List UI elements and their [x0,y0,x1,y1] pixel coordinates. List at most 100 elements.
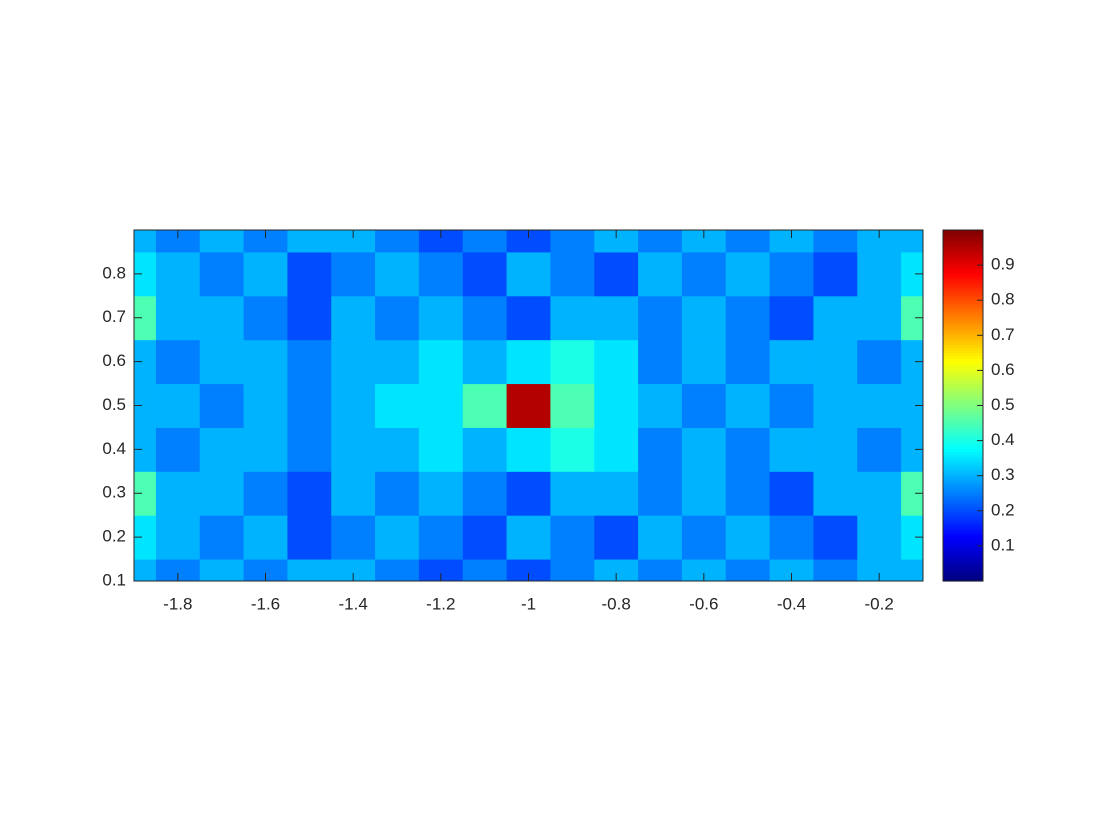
heatmap-cell [287,471,332,516]
colorbar-segment [943,271,983,275]
heatmap-cell [857,515,902,560]
heatmap-cell [769,515,814,560]
heatmap-cell [418,230,464,253]
heatmap-cell [331,471,376,516]
colorbar-segment [943,402,983,407]
heatmap-cell [331,383,376,428]
heatmap-cell [134,383,157,428]
colorbar-segment [943,517,983,522]
colorbar-segment [943,578,983,582]
colorbar-segment [943,251,983,256]
heatmap-cell [155,295,201,341]
heatmap-cell [134,295,157,341]
heatmap-cell [243,230,288,253]
colorbar-segment [943,410,983,415]
colorbar-segment [943,334,983,338]
colorbar-segment [943,246,983,250]
colorbar-segment [943,391,983,396]
colorbar-segment [943,559,983,563]
colorbar-tick-label: 0.6 [991,360,1015,379]
x-tick-label: -1.6 [251,594,280,613]
colorbar-segment [943,424,983,429]
colorbar-segment [943,504,983,508]
heatmap-cell [901,471,923,516]
heatmap-cell [857,471,902,516]
heatmap-cell [857,427,902,472]
colorbar-segment [943,427,983,431]
colorbar-segment [943,238,983,242]
heatmap-cell [243,427,288,472]
colorbar-segment [943,282,983,286]
colorbar-tick-label: 0.7 [991,325,1015,344]
heatmap-cell [199,339,245,385]
heatmap-cell [418,427,464,472]
heatmap-cell [418,471,464,516]
heatmap-cell [506,427,551,472]
colorbar-segment [943,479,983,483]
heatmap-cell [506,230,551,253]
heatmap-cell [418,295,464,341]
heatmap-cell [375,295,420,341]
heatmap-cell [243,383,288,428]
heatmap-cell [857,251,902,297]
colorbar-segment [943,265,983,269]
heatmap-cell [901,559,923,581]
colorbar-segment [943,400,983,404]
colorbar-segment [943,323,983,327]
colorbar-segment [943,375,983,379]
heatmap-cell [462,339,508,385]
heatmap-cell [725,471,771,516]
colorbar-segment [943,287,983,291]
heatmap-cell [199,295,245,341]
colorbar-segment [943,487,983,492]
heatmap-cell [594,471,639,516]
colorbar-segment [943,364,983,368]
colorbar-segment [943,449,983,453]
colorbar-segment [943,506,983,511]
heatmap-cell [287,230,332,253]
colorbar-tick-label: 0.2 [991,500,1015,519]
heatmap-cell [155,251,201,297]
heatmap-cell [857,295,902,341]
colorbar-segment [943,430,983,434]
heatmap-cell [243,515,288,560]
heatmap-cell [681,295,727,341]
colorbar-segment [943,273,983,278]
colorbar-segment [943,232,983,237]
heatmap-cell [857,230,902,253]
colorbar-segment [943,367,983,371]
heatmap-cell [199,383,245,428]
heatmap-cell [638,471,683,516]
heatmap [134,230,923,581]
heatmap-cell [550,515,595,560]
heatmap-cell [287,559,332,581]
heatmap-cell [813,383,858,428]
heatmap-cell [199,230,245,253]
colorbar-segment [943,240,983,245]
heatmap-cell [594,383,639,428]
x-tick-label: -0.4 [777,594,806,613]
colorbar-segment [943,408,983,412]
heatmap-cell [725,251,771,297]
colorbar-segment [943,495,983,500]
heatmap-cell [769,427,814,472]
x-tick-label: -0.6 [689,594,718,613]
colorbar-segment [943,482,983,486]
heatmap-cell [769,559,814,581]
heatmap-cell [462,471,508,516]
heatmap-cell [199,559,245,581]
heatmap-cell [901,251,923,297]
colorbar-tick-label: 0.9 [991,255,1015,274]
heatmap-cell [134,339,157,385]
heatmap-cell [638,295,683,341]
heatmap-cell [857,383,902,428]
colorbar-segment [943,328,983,333]
colorbar-segment [943,468,983,472]
heatmap-cell [681,559,727,581]
colorbar-tick-label: 0.3 [991,465,1015,484]
colorbar-tick-label: 0.4 [991,430,1015,449]
heatmap-cell [725,295,771,341]
colorbar-segment [943,501,983,505]
colorbar-segment [943,564,983,568]
